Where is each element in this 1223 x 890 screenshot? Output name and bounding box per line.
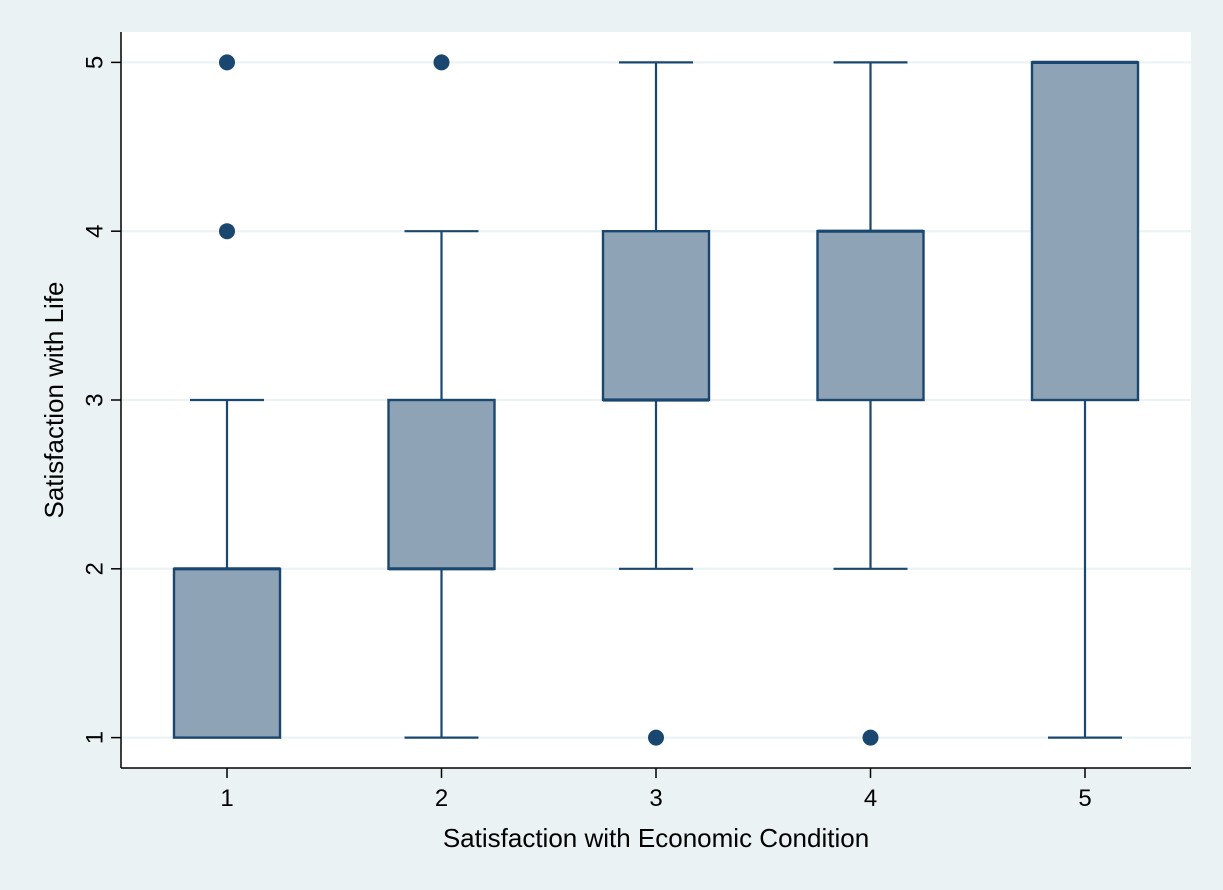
box-group-5 bbox=[1030, 60, 1140, 739]
x-tick-label-3: 3 bbox=[649, 785, 662, 812]
x-ticks: 1 2 3 4 5 bbox=[220, 768, 1092, 812]
x-tick-label-1: 1 bbox=[220, 785, 233, 812]
box-group-4 bbox=[816, 61, 925, 746]
y-tick-label-3: 3 bbox=[81, 393, 108, 406]
x-tick-label-5: 5 bbox=[1078, 785, 1091, 812]
x-tick-label-4: 4 bbox=[864, 785, 877, 812]
box-group-1 bbox=[172, 54, 282, 739]
y-axis-label: Satisfaction with Life bbox=[39, 281, 69, 518]
outlier-point bbox=[862, 729, 879, 746]
box-group-3 bbox=[601, 61, 711, 746]
box-iqr bbox=[387, 398, 496, 571]
boxes bbox=[172, 54, 1140, 746]
box-iqr bbox=[1030, 61, 1140, 402]
x-tick-label-2: 2 bbox=[435, 785, 448, 812]
y-ticks: 1 2 3 4 5 bbox=[81, 56, 121, 744]
outlier-point bbox=[433, 54, 450, 71]
outlier-point bbox=[219, 54, 235, 71]
y-tick-label-1: 1 bbox=[81, 731, 108, 744]
y-tick-label-2: 2 bbox=[81, 562, 108, 575]
box-iqr bbox=[816, 229, 925, 402]
box-iqr bbox=[601, 229, 711, 402]
box-iqr bbox=[172, 567, 282, 739]
outlier-point bbox=[219, 223, 235, 240]
outlier-point bbox=[648, 729, 664, 746]
y-tick-label-5: 5 bbox=[81, 56, 108, 69]
y-tick-label-4: 4 bbox=[81, 225, 108, 238]
x-axis-label: Satisfaction with Economic Condition bbox=[443, 823, 869, 853]
box-group-2 bbox=[387, 54, 496, 739]
